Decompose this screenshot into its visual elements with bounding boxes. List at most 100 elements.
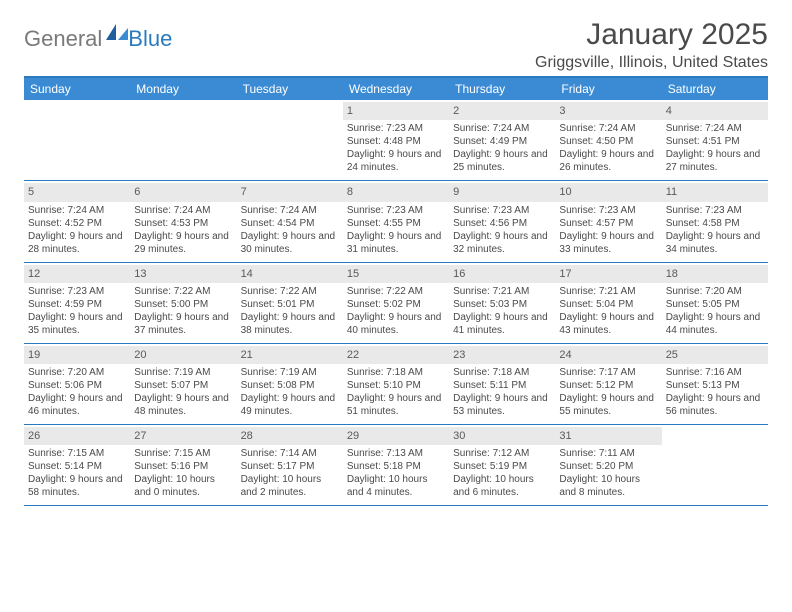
day-number: 23 (449, 346, 555, 364)
day-number: 2 (449, 102, 555, 120)
day-cell: 11Sunrise: 7:23 AMSunset: 4:58 PMDayligh… (662, 181, 768, 261)
day-number: 16 (449, 265, 555, 283)
dow-monday: Monday (130, 78, 236, 100)
dow-friday: Friday (555, 78, 661, 100)
daylight-text: Daylight: 9 hours and 46 minutes. (28, 392, 126, 418)
day-number: 11 (662, 183, 768, 201)
daylight-text: Daylight: 9 hours and 40 minutes. (347, 311, 445, 337)
day-number: 10 (555, 183, 661, 201)
sunset-text: Sunset: 4:58 PM (666, 217, 764, 230)
daylight-text: Daylight: 9 hours and 49 minutes. (241, 392, 339, 418)
sunset-text: Sunset: 4:53 PM (134, 217, 232, 230)
sunset-text: Sunset: 5:18 PM (347, 460, 445, 473)
sunrise-text: Sunrise: 7:19 AM (241, 366, 339, 379)
day-number (237, 102, 343, 120)
day-cell: 26Sunrise: 7:15 AMSunset: 5:14 PMDayligh… (24, 425, 130, 505)
daylight-text: Daylight: 9 hours and 29 minutes. (134, 230, 232, 256)
sunrise-text: Sunrise: 7:23 AM (666, 204, 764, 217)
day-cell: 2Sunrise: 7:24 AMSunset: 4:49 PMDaylight… (449, 100, 555, 180)
sunrise-text: Sunrise: 7:23 AM (347, 204, 445, 217)
day-cell: 22Sunrise: 7:18 AMSunset: 5:10 PMDayligh… (343, 344, 449, 424)
daylight-text: Daylight: 9 hours and 25 minutes. (453, 148, 551, 174)
sunrise-text: Sunrise: 7:20 AM (666, 285, 764, 298)
week-row: 5Sunrise: 7:24 AMSunset: 4:52 PMDaylight… (24, 181, 768, 262)
day-cell: 28Sunrise: 7:14 AMSunset: 5:17 PMDayligh… (237, 425, 343, 505)
day-number (24, 102, 130, 120)
daylight-text: Daylight: 9 hours and 32 minutes. (453, 230, 551, 256)
sunset-text: Sunset: 5:14 PM (28, 460, 126, 473)
sunrise-text: Sunrise: 7:22 AM (347, 285, 445, 298)
day-number: 19 (24, 346, 130, 364)
daylight-text: Daylight: 9 hours and 31 minutes. (347, 230, 445, 256)
logo: General Blue (24, 18, 172, 53)
sunrise-text: Sunrise: 7:11 AM (559, 447, 657, 460)
sunrise-text: Sunrise: 7:23 AM (347, 122, 445, 135)
day-number: 12 (24, 265, 130, 283)
dow-thursday: Thursday (449, 78, 555, 100)
sunset-text: Sunset: 4:57 PM (559, 217, 657, 230)
day-cell: 9Sunrise: 7:23 AMSunset: 4:56 PMDaylight… (449, 181, 555, 261)
header: General Blue January 2025 Griggsville, I… (24, 18, 768, 72)
day-number: 1 (343, 102, 449, 120)
sunset-text: Sunset: 5:06 PM (28, 379, 126, 392)
sunrise-text: Sunrise: 7:24 AM (559, 122, 657, 135)
day-cell: 29Sunrise: 7:13 AMSunset: 5:18 PMDayligh… (343, 425, 449, 505)
day-number: 31 (555, 427, 661, 445)
sunset-text: Sunset: 5:01 PM (241, 298, 339, 311)
sunrise-text: Sunrise: 7:12 AM (453, 447, 551, 460)
day-cell: 16Sunrise: 7:21 AMSunset: 5:03 PMDayligh… (449, 263, 555, 343)
sunset-text: Sunset: 5:10 PM (347, 379, 445, 392)
daylight-text: Daylight: 9 hours and 56 minutes. (666, 392, 764, 418)
sunset-text: Sunset: 4:54 PM (241, 217, 339, 230)
day-cell: 21Sunrise: 7:19 AMSunset: 5:08 PMDayligh… (237, 344, 343, 424)
day-number: 14 (237, 265, 343, 283)
sunrise-text: Sunrise: 7:20 AM (28, 366, 126, 379)
dow-saturday: Saturday (662, 78, 768, 100)
day-cell (237, 100, 343, 180)
day-number: 24 (555, 346, 661, 364)
day-cell: 17Sunrise: 7:21 AMSunset: 5:04 PMDayligh… (555, 263, 661, 343)
sunset-text: Sunset: 5:20 PM (559, 460, 657, 473)
title-block: January 2025 Griggsville, Illinois, Unit… (535, 18, 768, 72)
sunrise-text: Sunrise: 7:13 AM (347, 447, 445, 460)
day-cell: 27Sunrise: 7:15 AMSunset: 5:16 PMDayligh… (130, 425, 236, 505)
daylight-text: Daylight: 9 hours and 48 minutes. (134, 392, 232, 418)
sunset-text: Sunset: 4:52 PM (28, 217, 126, 230)
day-number: 18 (662, 265, 768, 283)
sunset-text: Sunset: 5:00 PM (134, 298, 232, 311)
week-row: 1Sunrise: 7:23 AMSunset: 4:48 PMDaylight… (24, 100, 768, 181)
daylight-text: Daylight: 9 hours and 38 minutes. (241, 311, 339, 337)
sunrise-text: Sunrise: 7:18 AM (347, 366, 445, 379)
day-cell: 23Sunrise: 7:18 AMSunset: 5:11 PMDayligh… (449, 344, 555, 424)
day-number: 6 (130, 183, 236, 201)
daylight-text: Daylight: 9 hours and 30 minutes. (241, 230, 339, 256)
daylight-text: Daylight: 9 hours and 55 minutes. (559, 392, 657, 418)
sunset-text: Sunset: 5:05 PM (666, 298, 764, 311)
day-number: 7 (237, 183, 343, 201)
day-cell: 8Sunrise: 7:23 AMSunset: 4:55 PMDaylight… (343, 181, 449, 261)
day-cell (130, 100, 236, 180)
daylight-text: Daylight: 10 hours and 6 minutes. (453, 473, 551, 499)
daylight-text: Daylight: 10 hours and 4 minutes. (347, 473, 445, 499)
daylight-text: Daylight: 9 hours and 51 minutes. (347, 392, 445, 418)
logo-text-blue: Blue (128, 26, 172, 52)
day-of-week-row: Sunday Monday Tuesday Wednesday Thursday… (24, 78, 768, 100)
sunrise-text: Sunrise: 7:24 AM (241, 204, 339, 217)
day-cell: 30Sunrise: 7:12 AMSunset: 5:19 PMDayligh… (449, 425, 555, 505)
day-number: 5 (24, 183, 130, 201)
day-number: 26 (24, 427, 130, 445)
day-number: 30 (449, 427, 555, 445)
sunrise-text: Sunrise: 7:24 AM (28, 204, 126, 217)
sunrise-text: Sunrise: 7:14 AM (241, 447, 339, 460)
sunset-text: Sunset: 4:56 PM (453, 217, 551, 230)
day-cell: 1Sunrise: 7:23 AMSunset: 4:48 PMDaylight… (343, 100, 449, 180)
sunset-text: Sunset: 5:11 PM (453, 379, 551, 392)
sunrise-text: Sunrise: 7:24 AM (666, 122, 764, 135)
day-cell: 19 Sunrise: 7:20 AMSunset: 5:06 PMDayligh… (24, 344, 130, 424)
logo-text-general: General (24, 26, 102, 52)
sunset-text: Sunset: 5:08 PM (241, 379, 339, 392)
daylight-text: Daylight: 9 hours and 37 minutes. (134, 311, 232, 337)
sunset-text: Sunset: 4:50 PM (559, 135, 657, 148)
day-cell: 10Sunrise: 7:23 AMSunset: 4:57 PMDayligh… (555, 181, 661, 261)
day-number: 17 (555, 265, 661, 283)
